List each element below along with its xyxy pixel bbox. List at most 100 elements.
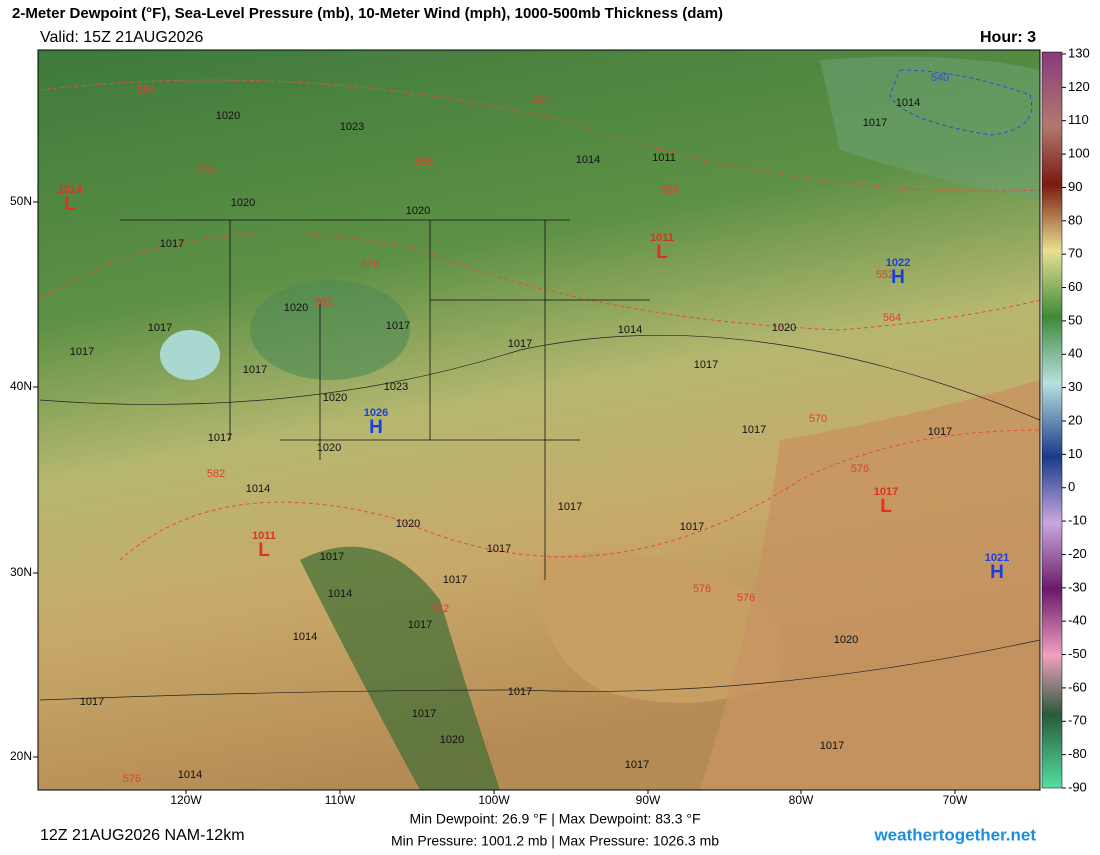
thickness-label: 564 xyxy=(883,312,901,324)
colorbar-label: 50 xyxy=(1068,312,1082,327)
colorbar-label: 20 xyxy=(1068,412,1082,427)
colorbar-label: 30 xyxy=(1068,379,1082,394)
colorbar-label: 0 xyxy=(1068,479,1075,494)
isobar-label: 1014 xyxy=(178,769,202,781)
isobar-label: 1020 xyxy=(834,634,858,646)
isobar-label: 1020 xyxy=(216,110,240,122)
isobar-label: 1020 xyxy=(396,518,420,530)
center-value: 1017 xyxy=(874,486,898,498)
isobar-label: 1017 xyxy=(508,686,532,698)
colorbar-label: -70 xyxy=(1068,713,1087,728)
lon-label: 110W xyxy=(325,793,356,807)
colorbar-label: -80 xyxy=(1068,746,1087,761)
title: 2-Meter Dewpoint (°F), Sea-Level Pressur… xyxy=(12,5,723,22)
isobar-label: 1017 xyxy=(694,359,718,371)
site-link: weathertogether.net xyxy=(873,825,1036,844)
isobar-label: 1020 xyxy=(317,442,341,454)
lon-label: 120W xyxy=(170,793,202,807)
thickness-label: 576 xyxy=(197,165,215,177)
isobar-label: 1017 xyxy=(928,426,952,438)
isobar-label: 1017 xyxy=(508,338,532,350)
forecast-hour: Hour: 3 xyxy=(980,29,1036,46)
isobar-label: 1017 xyxy=(820,740,844,752)
isobar-label: 1017 xyxy=(160,238,184,250)
thickness-label: 576 xyxy=(851,463,869,475)
isobar-label: 1017 xyxy=(487,543,511,555)
colorbar-label: 110 xyxy=(1068,112,1089,127)
lat-label: 50N xyxy=(10,194,32,208)
colorbar-label: -30 xyxy=(1068,579,1087,594)
map-background xyxy=(38,50,1040,790)
isobar-label: 1017 xyxy=(412,708,436,720)
center-letter: H xyxy=(891,267,905,288)
isobar-label: 1014 xyxy=(896,97,920,109)
isobar-label: 1014 xyxy=(293,631,317,643)
isobar-label: 1017 xyxy=(680,521,704,533)
valid-time: Valid: 15Z 21AUG2026 xyxy=(40,29,203,46)
center-value: 1011 xyxy=(650,232,674,244)
thickness-label: 582 xyxy=(207,468,225,480)
thickness-label: 564 xyxy=(137,84,155,96)
thickness-label: 570 xyxy=(809,413,827,425)
colorbar-label: 70 xyxy=(1068,246,1082,261)
colorbar-label: -40 xyxy=(1068,613,1087,628)
isobar-label: 1017 xyxy=(320,551,344,563)
center-value: 1011 xyxy=(252,530,276,542)
colorbar-label: 40 xyxy=(1068,346,1082,361)
isobar-label: 1017 xyxy=(80,696,104,708)
thickness-label: 552 xyxy=(532,95,550,107)
isobar-label: 1020 xyxy=(406,205,430,217)
lat-label: 20N xyxy=(10,749,32,763)
lat-label: 30N xyxy=(10,565,32,579)
thickness-label: 576 xyxy=(693,583,711,595)
center-letter: L xyxy=(64,194,76,215)
colorbar-label: 60 xyxy=(1068,279,1082,294)
colorbar-label: 10 xyxy=(1068,446,1082,461)
colorbar-label: 80 xyxy=(1068,212,1082,227)
isobar-label: 1020 xyxy=(284,302,308,314)
isobar-label: 1023 xyxy=(384,381,408,393)
isobar-label: 1014 xyxy=(328,588,352,600)
lon-label: 90W xyxy=(636,793,661,807)
center-letter: H xyxy=(369,417,383,438)
dewpoint-range: Min Dewpoint: 26.9 °F | Max Dewpoint: 83… xyxy=(409,811,700,827)
thickness-label: 558 xyxy=(415,156,433,168)
isobar-label: 1014 xyxy=(618,324,642,336)
colorbar-label: -90 xyxy=(1068,779,1087,794)
center-value: 1014 xyxy=(58,184,83,196)
isobar-label: 1020 xyxy=(772,322,796,334)
lon-label: 100W xyxy=(478,793,510,807)
colorbar-label: -10 xyxy=(1068,513,1087,528)
thickness-label: 558 xyxy=(661,184,679,196)
isobar-label: 1023 xyxy=(340,121,364,133)
isobar-label: 1020 xyxy=(440,734,464,746)
isobar-label: 1017 xyxy=(243,364,267,376)
center-letter: L xyxy=(656,242,668,263)
isobar-label: 1020 xyxy=(231,197,255,209)
thickness-label: 576 xyxy=(737,592,755,604)
thickness-label: 582 xyxy=(431,603,449,615)
isobar-label: 1011 xyxy=(652,152,676,164)
isobar-label: 1017 xyxy=(863,117,887,129)
model-run: 12Z 21AUG2026 NAM-12km xyxy=(40,827,245,844)
colorbar-label: -50 xyxy=(1068,646,1087,661)
isobar-label: 1017 xyxy=(70,346,94,358)
isobar-label: 1017 xyxy=(386,320,410,332)
map-frame xyxy=(37,49,1041,791)
center-letter: L xyxy=(880,496,892,517)
isobar-label: 1020 xyxy=(323,392,347,404)
colorbar xyxy=(1041,51,1063,789)
isobar-label: 1014 xyxy=(246,483,270,495)
thickness-label: 576 xyxy=(123,773,141,785)
thickness-label: 582 xyxy=(315,296,333,308)
thickness-label: 552 xyxy=(876,269,894,281)
isobar-label: 1017 xyxy=(558,501,582,513)
isobar-label: 1017 xyxy=(625,759,649,771)
thickness-label: 576 xyxy=(361,259,379,271)
isobar-label: 1017 xyxy=(208,432,232,444)
center-letter: H xyxy=(990,562,1004,583)
isobar-label: 1017 xyxy=(408,619,432,631)
lon-label: 70W xyxy=(943,793,968,807)
lon-label: 80W xyxy=(789,793,814,807)
